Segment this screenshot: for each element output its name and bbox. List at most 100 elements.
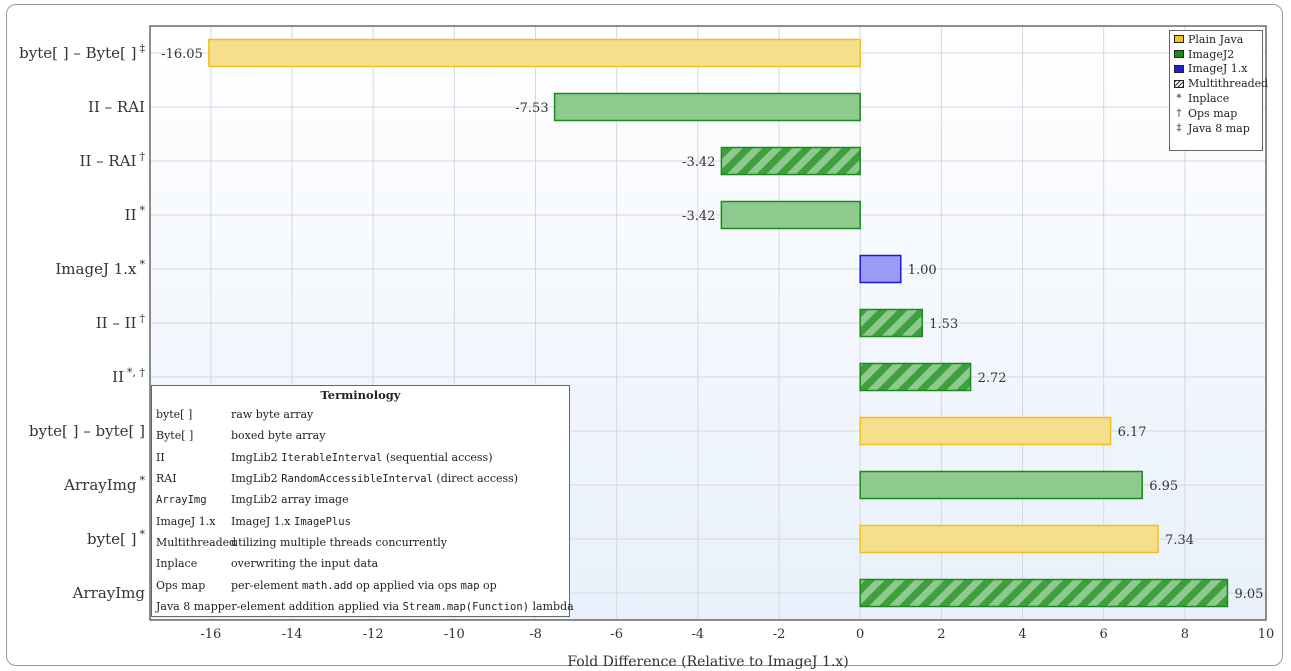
- y-tick-label: II – II †: [96, 312, 146, 332]
- terminology-row: Multithreaded utilizing multiple threads …: [152, 532, 569, 553]
- y-tick-label: ArrayImg: [72, 584, 146, 602]
- bars-group: [208, 38, 1229, 608]
- x-tick-label: -16: [200, 627, 221, 642]
- bar: [859, 308, 924, 338]
- terminology-term: Byte[ ]: [156, 429, 194, 443]
- terminology-definition: raw byte array: [231, 408, 314, 422]
- terminology-definition: boxed byte array: [231, 429, 326, 443]
- legend-symbol: ‡: [1176, 122, 1182, 134]
- y-tick-label: II *: [125, 204, 146, 224]
- terminology-title: Terminology: [320, 388, 401, 402]
- bar: [720, 200, 861, 230]
- value-label: 7.34: [1165, 533, 1194, 548]
- terminology-term: Inplace: [156, 557, 198, 571]
- legend-label: Multithreaded: [1188, 77, 1269, 91]
- legend-label: Ops map: [1188, 106, 1238, 120]
- terminology-box: Terminology byte[ ] raw byte array Byte[ ]…: [151, 385, 574, 617]
- x-axis-title: Fold Difference (Relative to ImageJ 1.x): [567, 654, 848, 670]
- legend-label: Plain Java: [1188, 32, 1244, 46]
- terminology-term: ArrayImg: [156, 494, 207, 507]
- bar: [553, 92, 861, 122]
- terminology-definition: ImgLib2 RandomAccessibleInterval (direct…: [231, 472, 519, 486]
- x-tick-label: -8: [529, 627, 542, 642]
- legend-item: * Inplace: [1170, 91, 1262, 106]
- terminology-term: byte[ ]: [156, 408, 193, 422]
- terminology-definition: ImgLib2 array image: [231, 493, 349, 507]
- terminology-row: Byte[ ] boxed byte array: [152, 425, 569, 446]
- x-tick-label: -14: [282, 627, 303, 642]
- value-label: 9.05: [1234, 587, 1263, 602]
- legend-item: ImageJ2: [1170, 47, 1262, 62]
- legend-item: Multithreaded: [1170, 76, 1268, 91]
- x-tick-label: 8: [1181, 627, 1189, 642]
- terminology-term: Multithreaded: [156, 535, 237, 549]
- terminology-row: Inplace overwriting the input data: [152, 553, 569, 574]
- value-label: 1.53: [929, 317, 958, 332]
- terminology-term: Java 8 map: [156, 599, 218, 613]
- value-label: 2.72: [978, 371, 1007, 386]
- terminology-row: ArrayImg ImgLib2 array image: [152, 489, 569, 510]
- terminology-row: RAI ImgLib2 RandomAccessibleInterval (dir…: [152, 468, 569, 489]
- terminology-definition: utilizing multiple threads concurrently: [231, 535, 447, 549]
- value-label: -3.42: [682, 155, 715, 170]
- y-tick-label: ArrayImg *: [63, 474, 145, 494]
- y-tick-label: II – RAI †: [80, 150, 146, 170]
- terminology-term: ImageJ 1.x: [156, 514, 216, 528]
- terminology-definition: per-element addition applied via Stream.…: [217, 599, 574, 613]
- x-axis-ticks: -16 -14 -12 -10 -8 -6 -4 -2 0 2 4 6 8 10: [200, 627, 1274, 642]
- value-labels: -16.05 -7.53 -3.42 -3.42 1.00 1.53 2.72 6.17 6.9…: [161, 47, 1263, 602]
- value-label: 1.00: [908, 263, 937, 278]
- legend-item: † Ops map: [1170, 106, 1262, 121]
- bar: [859, 416, 1112, 446]
- x-tick-label: 4: [1018, 627, 1026, 642]
- legend-label: ImageJ2: [1188, 47, 1235, 61]
- legend-item: ‡ Java 8 map: [1170, 121, 1262, 136]
- plot-border: [149, 25, 1267, 621]
- terminology-row: byte[ ] raw byte array: [152, 404, 569, 425]
- legend-item: Plain Java: [1170, 32, 1262, 47]
- y-tick-label: byte[ ] – Byte[ ] ‡: [19, 42, 145, 62]
- x-tick-label: -2: [773, 627, 786, 642]
- y-tick-label: byte[ ] – byte[ ]: [29, 422, 145, 440]
- legend-symbol: *: [1176, 93, 1182, 105]
- legend: Plain Java ImageJ2 ImageJ 1.x Multithreaded…: [1169, 30, 1268, 151]
- x-tick-label: -12: [363, 627, 384, 642]
- value-label: -16.05: [161, 47, 203, 62]
- terminology-definition: overwriting the input data: [231, 557, 379, 571]
- value-label: 6.95: [1149, 479, 1178, 494]
- y-tick-label: byte[ ] *: [87, 528, 145, 548]
- bar: [208, 38, 861, 68]
- terminology-definition: ImageJ 1.x ImagePlus: [231, 514, 351, 528]
- bar: [859, 254, 902, 284]
- terminology-term: RAI: [156, 472, 177, 486]
- terminology-row: II ImgLib2 IterableInterval (sequential a…: [152, 447, 569, 468]
- y-tick-label: II – RAI: [88, 98, 145, 116]
- legend-swatch: [1174, 35, 1184, 44]
- x-tick-label: -4: [692, 627, 705, 642]
- x-tick-label: 6: [1100, 627, 1108, 642]
- bar: [859, 524, 1159, 554]
- legend-label: Inplace: [1188, 92, 1230, 106]
- legend-label: Java 8 map: [1188, 121, 1250, 135]
- legend-swatch: [1174, 79, 1184, 88]
- terminology-row: ImageJ 1.x ImageJ 1.x ImagePlus: [152, 510, 569, 531]
- bar: [859, 362, 972, 392]
- value-label: 6.17: [1118, 425, 1147, 440]
- bar: [720, 146, 861, 176]
- terminology-term: Ops map: [156, 578, 206, 592]
- x-tick-label: 10: [1258, 627, 1275, 642]
- legend-label: ImageJ 1.x: [1188, 62, 1248, 76]
- legend-symbol: †: [1176, 107, 1182, 119]
- value-label: -3.42: [682, 209, 715, 224]
- x-tick-label: -10: [444, 627, 465, 642]
- terminology-definition: ImgLib2 IterableInterval (sequential acc…: [231, 450, 493, 464]
- legend-swatch: [1174, 64, 1184, 73]
- y-axis-labels: byte[ ] – Byte[ ] ‡ II – RAI II – RAI † II * Im…: [19, 42, 145, 602]
- bar: [859, 470, 1143, 500]
- terminology-term: II: [156, 450, 165, 464]
- x-tick-label: 2: [937, 627, 945, 642]
- value-label: -7.53: [515, 101, 548, 116]
- y-tick-label: II *, †: [112, 366, 145, 386]
- legend-item: ImageJ 1.x: [1170, 62, 1262, 77]
- x-tick-label: -6: [610, 627, 623, 642]
